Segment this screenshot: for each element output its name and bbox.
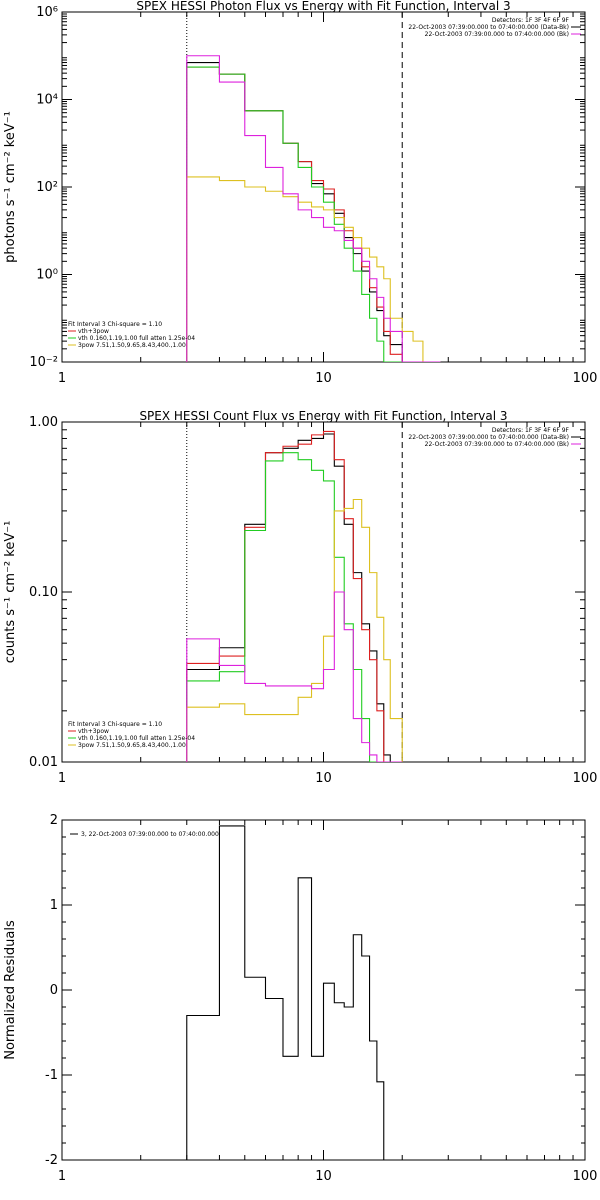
y-tick-label: 10⁰ — [36, 268, 58, 283]
legend-topleft-entry: 3, 22-Oct-2003 07:39:00.000 to 07:40:00.… — [81, 831, 219, 838]
y-tick-label: 2 — [50, 813, 58, 828]
x-tick-label: 10 — [315, 1169, 332, 1184]
chart-2: 1 10 100 0.01 0.10 1.00 SPEX HESSI Count Flux … — [3, 409, 597, 786]
legend-topright-entry: Detectors: 1F 3F 4F 6F 9F — [492, 17, 570, 24]
legend-bottomleft-entry: vth+3pow — [78, 328, 109, 335]
legend-bottomleft-entry: 3pow 7.51,1.50,9.65,8.43,400.,1.00 — [78, 742, 186, 749]
x-tick-label: 100 — [573, 771, 598, 786]
y-tick-label: 10⁻² — [29, 355, 58, 370]
y-tick-label: 10² — [36, 180, 58, 195]
y-tick-label: 10⁶ — [36, 5, 58, 20]
x-tick-label: 100 — [573, 371, 598, 386]
y-tick-label: 1.00 — [29, 415, 58, 430]
y-axis-label: counts s⁻¹ cm⁻² keV⁻¹ — [3, 521, 18, 664]
legend-fit-info: Fit Interval 3 Chi-square = 1.10 — [68, 721, 162, 728]
chart-3: 1 10 100 -2 -1 0 1 2 Normalized Residuals 3, 22-O… — [3, 813, 597, 1184]
series-3pow — [186, 176, 441, 362]
series-bk — [186, 591, 403, 762]
legend-topright-entry: 22-Oct-2003 07:39:00.000 to 07:40:00.000… — [408, 434, 569, 441]
legend-bottomleft-entry: 3pow 7.51,1.50,9.65,8.43,400.,1.00 — [78, 342, 186, 349]
legend-topright-entry: 22-Oct-2003 07:39:00.000 to 07:40:00.000… — [425, 31, 569, 38]
legend-bottomleft-entry: vth 0.160,1.19,1.00 full atten 1.25e-04 — [78, 335, 195, 342]
y-tick-label: -1 — [45, 1068, 58, 1083]
legend-fit-info: Fit Interval 3 Chi-square = 1.10 — [68, 321, 162, 328]
legend-bottomleft-entry: vth+3pow — [78, 728, 109, 735]
y-axis-label: photons s⁻¹ cm⁻² keV⁻¹ — [3, 111, 18, 263]
x-tick-label: 1 — [58, 1169, 66, 1184]
y-tick-label: 0 — [50, 983, 58, 998]
y-tick-label: 0.01 — [29, 755, 58, 770]
y-axis-label: Normalized Residuals — [3, 920, 18, 1060]
legend-topright-entry: 22-Oct-2003 07:39:00.000 to 07:40:00.000… — [408, 24, 569, 31]
y-tick-label: 0.10 — [29, 585, 58, 600]
x-tick-label: 100 — [573, 1169, 598, 1184]
x-tick-label: 10 — [315, 771, 332, 786]
x-tick-label: 1 — [58, 771, 66, 786]
chart-title: SPEX HESSI Count Flux vs Energy with Fit… — [139, 409, 507, 423]
series-vth — [186, 452, 403, 762]
y-tick-label: -2 — [45, 1153, 58, 1168]
y-tick-label: 10⁴ — [36, 93, 58, 108]
series-3pow — [186, 498, 403, 762]
legend-topright-entry: 22-Oct-2003 07:39:00.000 to 07:40:00.000… — [425, 441, 569, 448]
x-tick-label: 10 — [315, 371, 332, 386]
series-vth-3pow — [186, 430, 403, 762]
legend-topright-entry: Detectors: 1F 3F 4F 6F 9F — [492, 427, 570, 434]
series-bk — [186, 55, 441, 362]
chart-title: SPEX HESSI Photon Flux vs Energy with Fi… — [136, 0, 510, 13]
x-tick-label: 1 — [58, 371, 66, 386]
legend-bottomleft-entry: vth 0.160,1.19,1.00 full atten 1.25e-04 — [78, 735, 195, 742]
series-data-bk — [186, 433, 403, 762]
y-tick-label: 1 — [50, 898, 58, 913]
series-residuals — [186, 825, 403, 1160]
chart-1: 1 10 100 10⁻² 10⁰ 10² 10⁴ 10⁶ SPEX HESSI Photon … — [3, 0, 597, 386]
